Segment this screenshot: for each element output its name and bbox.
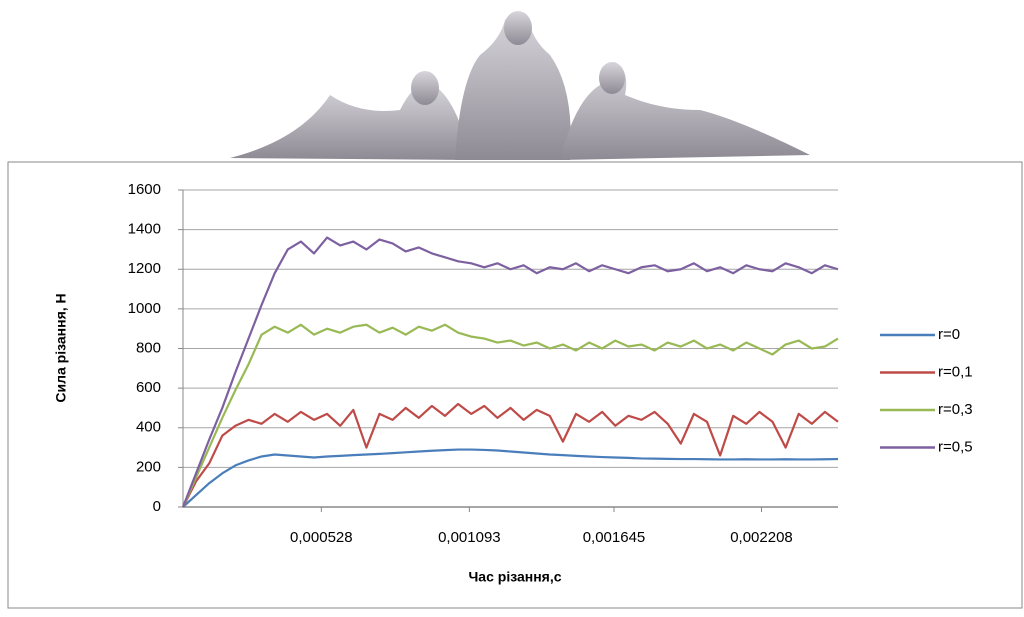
chart-frame [7, 161, 1023, 609]
legend-label: r=0,5 [938, 438, 973, 455]
y-tick-label: 1400 [128, 221, 161, 238]
y-axis-title: Сила різання, Н [53, 293, 69, 402]
legend-label: r=0,3 [938, 401, 973, 418]
data-line [182, 448, 839, 508]
x-tick-label: 0,001093 [438, 529, 501, 546]
plot-area: 0 200 400 600 800 1000 1200 1400 1600 0,000528 0,0… [128, 181, 839, 546]
x-tick-label: 0,002208 [730, 529, 793, 546]
legend-label: r=0 [938, 326, 960, 343]
y-tick-label: 600 [136, 379, 161, 396]
data-line [181, 236, 839, 508]
y-tick-label: 0 [153, 498, 161, 515]
data-line [181, 323, 839, 508]
statue [230, 11, 810, 161]
y-tick-label: 200 [136, 458, 161, 475]
x-axis-title: Час різання,с [468, 569, 561, 585]
y-tick-label: 800 [136, 339, 161, 356]
y-tick-label: 400 [136, 419, 161, 436]
legend-label: r=0,1 [938, 363, 973, 380]
y-tick-label: 1600 [128, 181, 161, 198]
y-tick-label: 1200 [128, 260, 161, 277]
y-tick-label: 1000 [128, 300, 161, 317]
x-tick-label: 0,001645 [583, 529, 646, 546]
x-tick-label: 0,000528 [290, 529, 353, 546]
data-line [182, 402, 839, 508]
